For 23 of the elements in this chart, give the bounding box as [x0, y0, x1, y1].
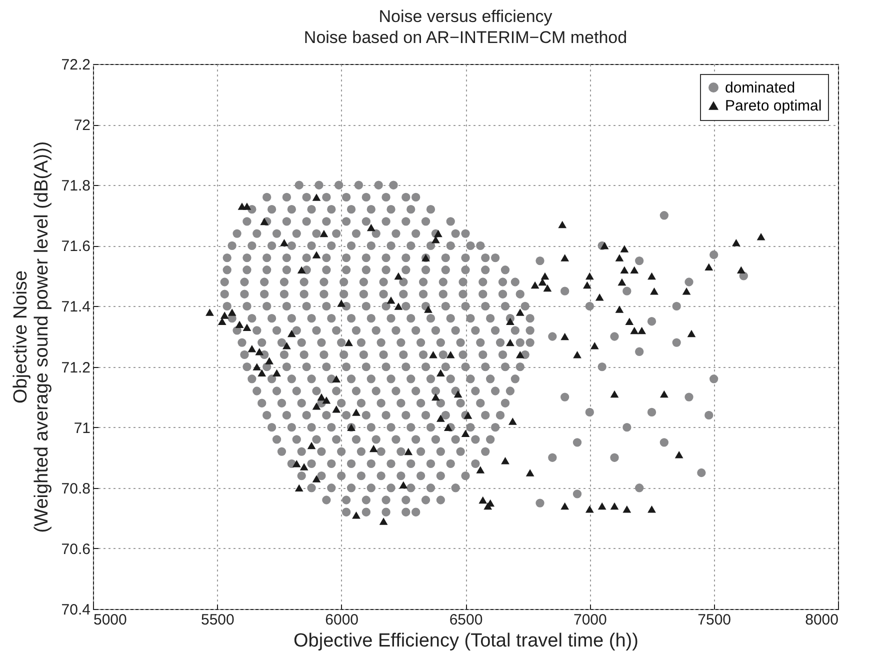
x-tick-label: 5000 [94, 612, 127, 628]
legend-label: Pareto optimal [725, 98, 822, 114]
y-tick-label: 71.8 [61, 178, 90, 195]
x-tick-label: 6000 [325, 612, 359, 628]
y-tick-label: 70.4 [61, 602, 90, 618]
y-tick-label: 71 [74, 420, 90, 437]
x-tick-label: 7000 [573, 612, 607, 628]
y-tick-label: 70.6 [61, 540, 90, 558]
y-tick-label: 71.2 [61, 359, 90, 376]
y-tick-label: 71.6 [61, 238, 90, 256]
y-tick-label: 70.8 [61, 480, 90, 498]
x-tick-label: 6500 [449, 612, 483, 628]
x-tick-label: 8000 [805, 612, 838, 628]
chart-subtitle: Noise based on AR−INTERIM−CM method [304, 28, 628, 47]
y-tick-label: 72 [74, 117, 90, 134]
y-axis-title: Objective Noise (Weighted average sound power level (dB(A))) [10, 141, 52, 533]
x-tick-label: 5500 [200, 612, 234, 628]
x-tick-label: 7500 [698, 612, 732, 628]
x-axis-title: Objective Efficiency (Total travel time (h)) [294, 630, 638, 652]
y-tick-label: 71.4 [61, 298, 90, 316]
legend-label: dominated [725, 80, 796, 96]
y-tick-label: 72.2 [61, 56, 90, 74]
chart-title: Noise versus efficiency [378, 7, 553, 26]
